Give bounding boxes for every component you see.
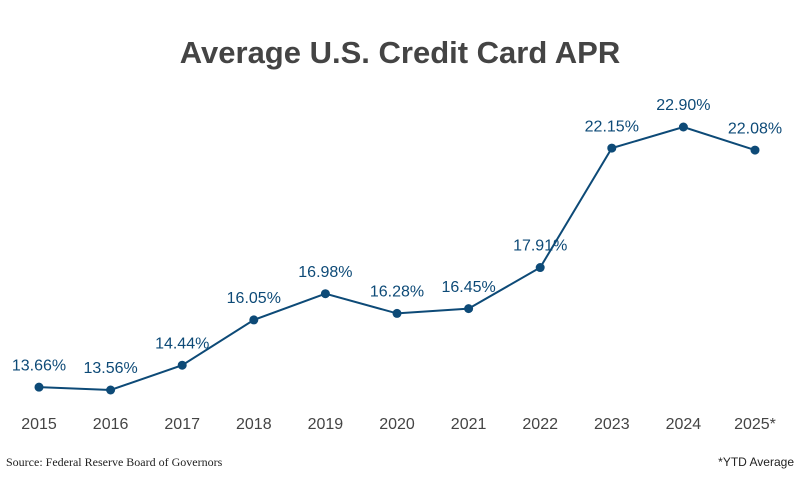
point	[535, 263, 545, 273]
x-tick-label: 2016	[93, 416, 129, 433]
point	[607, 143, 617, 153]
value-label: 14.44%	[155, 335, 209, 352]
x-tick-label: 2025*	[734, 416, 776, 433]
x-tick-label: 2023	[594, 416, 630, 433]
x-tick-label: 2024	[666, 416, 702, 433]
x-tick-label: 2019	[308, 416, 344, 433]
point	[249, 315, 259, 325]
point	[34, 382, 44, 392]
point	[106, 385, 116, 395]
point	[392, 308, 402, 318]
point	[320, 289, 330, 299]
chart-title: Average U.S. Credit Card APR	[180, 35, 620, 70]
note: *YTD Average	[718, 455, 794, 469]
value-label: 16.98%	[298, 264, 352, 281]
source: Source: Federal Reserve Board of Governo…	[6, 455, 223, 469]
value-label: 13.66%	[12, 357, 66, 374]
x-tick-label: 2018	[236, 416, 272, 433]
value-label: 16.45%	[441, 279, 495, 296]
value-label: 22.90%	[656, 97, 710, 114]
value-label: 16.28%	[370, 284, 424, 301]
x-tick-label: 2015	[21, 416, 57, 433]
value-label: 22.15%	[585, 118, 639, 135]
line	[38, 125, 756, 392]
value-label: 16.05%	[227, 290, 281, 307]
point	[750, 145, 760, 155]
value-label: 13.56%	[83, 360, 137, 377]
x-tick-label: 2022	[522, 416, 558, 433]
point	[177, 360, 187, 370]
x-tick-label: 2017	[164, 416, 200, 433]
value-label: 22.08%	[728, 120, 782, 137]
x-tick-label: 2020	[379, 416, 415, 433]
point	[464, 304, 474, 314]
x-tick-label: 2021	[451, 416, 487, 433]
point	[678, 122, 688, 132]
value-label: 17.91%	[513, 238, 567, 255]
